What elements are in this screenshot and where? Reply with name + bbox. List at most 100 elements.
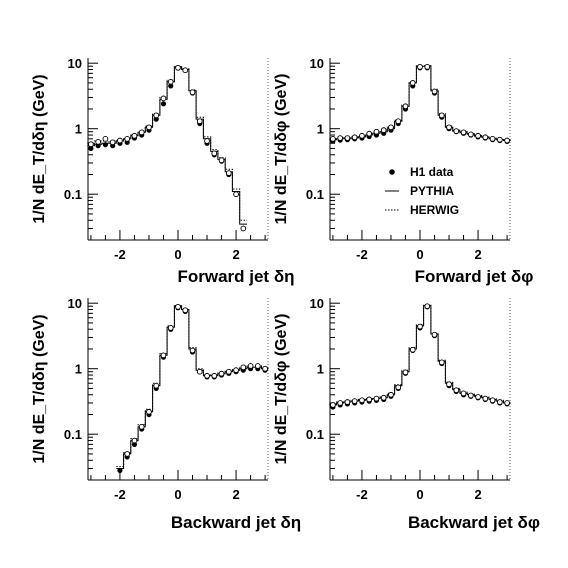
panel-bottom-left-open-point (160, 352, 167, 359)
panel-top-right-open-point (351, 134, 358, 141)
panel-bottom-left-open-point (196, 368, 203, 375)
panel-top-right-open-point (460, 129, 467, 136)
panel-bottom-left-data-point (117, 467, 123, 474)
panel-top-right-open-point (446, 124, 452, 131)
panel-bottom-right-series-herwig (329, 304, 511, 405)
panel-top-right-ylabel: 1/N dE_T/dδφ (GeV) (273, 74, 290, 225)
panel-bottom-left-series-herwig (116, 305, 269, 468)
panel-bottom-right-open-point (373, 395, 380, 402)
panel-top-left-open-point (131, 132, 138, 139)
panel-bottom-right-open-point (395, 384, 402, 391)
panel-top-left-open-point (102, 135, 109, 142)
legend-entry-h1-data: H1 data (410, 165, 454, 179)
panel-bottom-left-open-point (204, 372, 210, 379)
panel-top-left-ytick-label: 0.1 (64, 187, 82, 202)
panel-top-left-open-point (204, 138, 210, 144)
panel-bottom-right-open-point (496, 399, 503, 405)
panel-top-left-open-point (117, 137, 123, 144)
panel-top-left-open-point (240, 225, 247, 232)
panel-bottom-right-open-point (460, 390, 467, 397)
panel-bottom-right-xtick-label: -2 (356, 487, 368, 502)
panel-bottom-left-open-point (218, 370, 225, 377)
panel-bottom-right-open-point (489, 397, 496, 404)
panel-bottom-right-open-point (409, 346, 416, 353)
panel-top-right-open-point (417, 63, 423, 70)
panel-top-left-series-herwig (87, 65, 247, 221)
panel-bottom-left-open-point (189, 347, 196, 354)
panel-top-left-open-point (146, 124, 152, 131)
panel-top-right-xlabel: Forward jet δφ (415, 267, 534, 286)
panel-top-left-data-point (160, 101, 167, 107)
panel-top-left-xlabel: Forward jet δη (177, 267, 294, 286)
panel-top-right-ytick-label: 0.1 (306, 187, 324, 202)
panel-top-left-xtick-label: 2 (232, 247, 239, 262)
panel-top-left-ytick-label: 1 (75, 122, 82, 137)
panel-bottom-right-open-point (330, 402, 336, 408)
panel-top-right-open-point (482, 134, 489, 141)
panel-bottom-right-xtick-label: 0 (416, 487, 423, 502)
panel-top-left-open-point (225, 170, 232, 176)
panel-top-left-open-point (109, 139, 116, 146)
panel-bottom-left-ytick-label: 0.1 (64, 427, 82, 442)
panel-bottom-right-open-point (359, 397, 365, 404)
panel-bottom-left-ytick-label: 1 (75, 362, 82, 377)
panel-top-left-open-point (175, 64, 181, 71)
panel-bottom-left-open-point (167, 325, 174, 331)
panel-bottom-left-open-point (211, 372, 218, 379)
panel-top-right-open-point (330, 135, 336, 142)
panel-top-left-data-point (88, 145, 94, 152)
panel-bottom-right-open-point (402, 369, 409, 376)
panel-bottom-right-open-point (424, 303, 431, 310)
panel-top-right-open-point (453, 128, 460, 134)
panel-bottom-right-open-point (504, 400, 510, 406)
panel-bottom-right-ylabel: 1/N dE_T/dδφ (GeV) (273, 314, 290, 465)
panel-bottom-left-open-point (240, 364, 247, 371)
panel-bottom-right-open-point (482, 395, 489, 402)
panel-bottom-left-open-point (175, 303, 181, 310)
panel-top-left-xtick-label: -2 (114, 247, 126, 262)
panel-top-right-ytick-label: 10 (310, 56, 324, 71)
panel-bottom-right-open-point (388, 391, 394, 398)
panel-top-right-xtick-label: -2 (356, 247, 368, 262)
panel-top-left-open-point (182, 67, 189, 74)
panel-bottom-right-xlabel: Backward jet δφ (408, 513, 540, 532)
panel-top-right-open-point (467, 131, 474, 138)
panel-bottom-left-open-point (146, 408, 152, 415)
panel-bottom-right-open-point (380, 394, 387, 401)
panel-bottom-left-open-point (233, 367, 239, 374)
panel-bottom-right-series-pythia (329, 305, 511, 406)
panel-top-left-open-point (124, 135, 131, 142)
panel-top-right-open-point (438, 112, 445, 119)
panel-bottom-left-series-pythia (116, 305, 269, 469)
panel-top-left-open-point (189, 89, 196, 96)
panel-bottom-right-xtick-label: 2 (474, 487, 481, 502)
panel-top-left-open-point (160, 95, 167, 102)
panel-top-right-open-point (504, 137, 510, 144)
panel-top-right-open-point (373, 128, 380, 135)
panel-top-left-open-point (211, 150, 218, 157)
panel-bottom-right-ytick-label: 0.1 (306, 427, 324, 442)
panel-bottom-right-ytick-label: 1 (317, 362, 324, 377)
panel-bottom-right-open-point (366, 396, 373, 403)
panel-top-right-open-point (395, 118, 402, 125)
panel-bottom-right-open-point (344, 399, 351, 405)
panel-top-right-open-point (431, 88, 438, 95)
panel-top-right-open-point (424, 63, 431, 70)
legend-entry-herwig: HERWIG (410, 203, 459, 217)
panel-bottom-right-ytick-label: 10 (310, 296, 324, 311)
panel-top-right-open-point (489, 135, 496, 142)
panel-bottom-left-xtick-label: -2 (114, 487, 126, 502)
panel-bottom-left-open-point (124, 451, 131, 457)
panel-top-left-open-point (167, 78, 174, 85)
panel-bottom-right-open-point (475, 394, 481, 400)
panel-bottom-left-open-point (182, 307, 189, 314)
legend-marker-data (389, 169, 395, 175)
panel-top-right-open-point (402, 103, 409, 110)
panel-bottom-right-open-point (417, 323, 423, 330)
panel-bottom-right-open-point (337, 400, 344, 406)
panel-bottom-right-open-point (453, 387, 460, 394)
panel-bottom-right-open-point (438, 359, 445, 366)
panel-top-left-open-point (218, 157, 225, 164)
panel-top-right-open-point (366, 130, 373, 137)
